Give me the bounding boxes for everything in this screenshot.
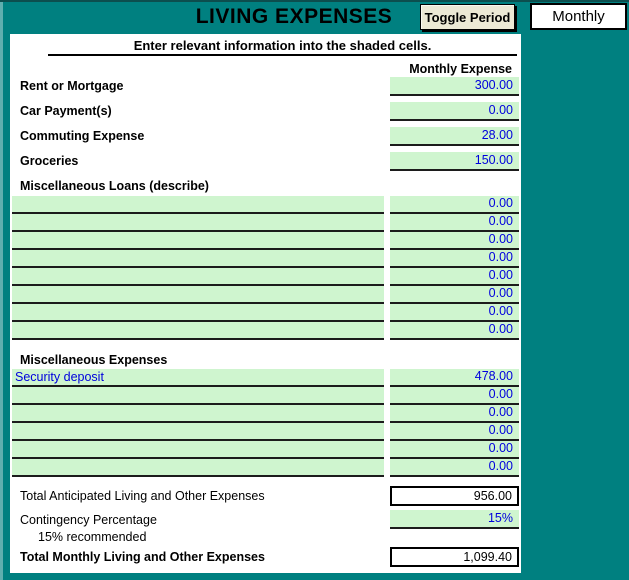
expense-row: 0.00	[12, 405, 519, 423]
rent-value-cell[interactable]: 300.00	[390, 77, 519, 96]
expense-value-cell[interactable]: 0.00	[390, 405, 519, 423]
contingency-row: Contingency Percentage 15%	[12, 510, 519, 529]
loan-description-cell[interactable]	[12, 214, 384, 232]
section-label-misc-loans: Miscellaneous Loans (describe)	[20, 179, 209, 193]
toggle-period-button[interactable]: Toggle Period	[420, 4, 515, 30]
expense-description-cell[interactable]: Security deposit	[12, 369, 384, 387]
expense-row: Security deposit 478.00	[12, 369, 519, 387]
expense-row: 0.00	[12, 423, 519, 441]
commuting-value-cell[interactable]: 28.00	[390, 127, 519, 146]
loan-description-cell[interactable]	[12, 268, 384, 286]
row-label-groceries: Groceries	[20, 154, 79, 168]
expense-value-cell[interactable]: 0.00	[390, 441, 519, 459]
grand-total-label: Total Monthly Living and Other Expenses	[20, 550, 265, 564]
row-label-car-payment: Car Payment(s)	[20, 104, 112, 118]
loan-value-cell[interactable]: 0.00	[390, 268, 519, 286]
loan-description-cell[interactable]	[12, 322, 384, 340]
expense-value-cell[interactable]: 0.00	[390, 459, 519, 477]
total-anticipated-label: Total Anticipated Living and Other Expen…	[20, 489, 265, 503]
loan-description-cell[interactable]	[12, 232, 384, 250]
table-row: Rent or Mortgage 300.00	[12, 77, 519, 96]
instruction-text: Enter relevant information into the shad…	[48, 38, 517, 56]
loan-value-cell[interactable]: 0.00	[390, 232, 519, 250]
expense-description-cell[interactable]	[12, 459, 384, 477]
expenses-panel: Enter relevant information into the shad…	[10, 34, 521, 573]
section-label-misc-expenses: Miscellaneous Expenses	[20, 353, 168, 367]
loan-row: 0.00	[12, 214, 519, 232]
loan-description-cell[interactable]	[12, 196, 384, 214]
window-edge-left	[0, 0, 3, 580]
loan-row: 0.00	[12, 232, 519, 250]
period-display: Monthly	[530, 3, 627, 30]
expense-row: 0.00	[12, 441, 519, 459]
table-row: Car Payment(s) 0.00	[12, 102, 519, 121]
loan-row: 0.00	[12, 196, 519, 214]
table-row: Commuting Expense 28.00	[12, 127, 519, 146]
groceries-value-cell[interactable]: 150.00	[390, 152, 519, 171]
loan-row: 0.00	[12, 322, 519, 340]
loan-row: 0.00	[12, 268, 519, 286]
loan-value-cell[interactable]: 0.00	[390, 196, 519, 214]
row-label-commuting: Commuting Expense	[20, 129, 145, 143]
loan-description-cell[interactable]	[12, 286, 384, 304]
car-payment-value-cell[interactable]: 0.00	[390, 102, 519, 121]
loan-value-cell[interactable]: 0.00	[390, 304, 519, 322]
contingency-value-cell[interactable]: 15%	[390, 510, 519, 529]
expense-value-cell[interactable]: 0.00	[390, 387, 519, 405]
loan-value-cell[interactable]: 0.00	[390, 250, 519, 268]
table-row: Groceries 150.00	[12, 152, 519, 171]
row-label-rent: Rent or Mortgage	[20, 79, 124, 93]
total-anticipated-value-cell: 956.00	[390, 486, 519, 506]
total-anticipated-row: Total Anticipated Living and Other Expen…	[12, 486, 519, 506]
expense-row: 0.00	[12, 459, 519, 477]
expense-description-cell[interactable]	[12, 387, 384, 405]
contingency-label: Contingency Percentage	[20, 512, 157, 527]
loan-value-cell[interactable]: 0.00	[390, 214, 519, 232]
expense-value-cell[interactable]: 0.00	[390, 423, 519, 441]
loan-row: 0.00	[12, 304, 519, 322]
loan-row: 0.00	[12, 250, 519, 268]
contingency-note: 15% recommended	[38, 530, 147, 544]
loan-value-cell[interactable]: 0.00	[390, 286, 519, 304]
expense-value-cell[interactable]: 478.00	[390, 369, 519, 387]
loan-value-cell[interactable]: 0.00	[390, 322, 519, 340]
loan-description-cell[interactable]	[12, 250, 384, 268]
expense-description-cell[interactable]	[12, 423, 384, 441]
expense-description-cell[interactable]	[12, 441, 384, 459]
grand-total-row: Total Monthly Living and Other Expenses …	[12, 547, 519, 567]
grand-total-value-cell: 1,099.40	[390, 547, 519, 567]
expense-description-cell[interactable]	[12, 405, 384, 423]
window-edge-top	[0, 0, 629, 2]
expense-row: 0.00	[12, 387, 519, 405]
loan-row: 0.00	[12, 286, 519, 304]
loan-description-cell[interactable]	[12, 304, 384, 322]
page-title: LIVING EXPENSES	[195, 5, 393, 28]
column-header-monthly-expense: Monthly Expense	[409, 62, 512, 76]
